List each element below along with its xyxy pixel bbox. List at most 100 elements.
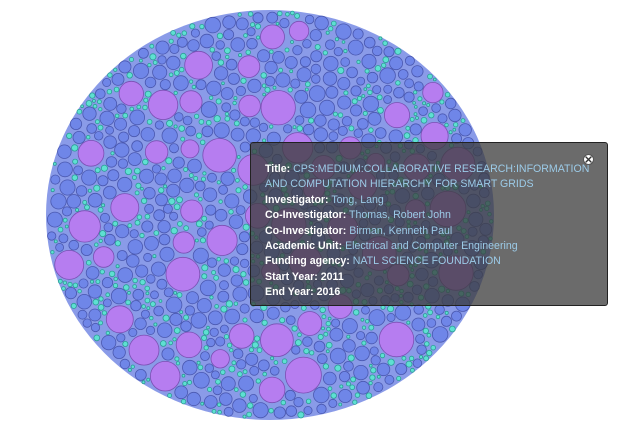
medium-bubble[interactable]	[337, 95, 352, 110]
small-bubble[interactable]	[338, 402, 343, 407]
small-bubble[interactable]	[166, 119, 174, 127]
small-bubble[interactable]	[216, 402, 222, 407]
small-bubble[interactable]	[401, 355, 407, 361]
medium-bubble[interactable]	[240, 258, 250, 268]
medium-bubble[interactable]	[146, 274, 156, 284]
medium-bubble[interactable]	[100, 212, 111, 223]
medium-bubble[interactable]	[207, 172, 217, 183]
small-bubble[interactable]	[269, 49, 274, 54]
medium-bubble[interactable]	[411, 65, 424, 78]
medium-bubble[interactable]	[72, 130, 86, 144]
small-bubble[interactable]	[225, 300, 233, 308]
small-bubble[interactable]	[420, 117, 428, 124]
small-bubble[interactable]	[403, 132, 411, 139]
small-bubble[interactable]	[448, 130, 453, 135]
small-bubble[interactable]	[396, 375, 402, 381]
medium-bubble[interactable]	[82, 318, 92, 328]
medium-bubble[interactable]	[369, 346, 379, 356]
small-bubble[interactable]	[95, 119, 100, 125]
medium-bubble[interactable]	[187, 39, 200, 52]
medium-bubble[interactable]	[194, 180, 206, 192]
medium-bubble[interactable]	[434, 304, 445, 315]
small-bubble[interactable]	[347, 354, 355, 362]
small-bubble[interactable]	[317, 333, 324, 340]
small-bubble[interactable]	[162, 314, 170, 322]
small-bubble[interactable]	[180, 136, 186, 142]
medium-bubble[interactable]	[150, 261, 166, 277]
medium-bubble[interactable]	[82, 106, 97, 121]
small-bubble[interactable]	[216, 32, 224, 40]
small-bubble[interactable]	[229, 348, 234, 353]
small-bubble[interactable]	[149, 53, 157, 61]
small-bubble[interactable]	[387, 305, 395, 313]
medium-bubble[interactable]	[249, 117, 260, 128]
small-bubble[interactable]	[439, 99, 445, 105]
small-bubble[interactable]	[337, 112, 344, 118]
medium-bubble[interactable]	[199, 279, 217, 297]
medium-bubble[interactable]	[310, 50, 323, 63]
small-bubble[interactable]	[85, 100, 93, 107]
medium-bubble[interactable]	[368, 309, 386, 327]
medium-bubble[interactable]	[249, 365, 260, 376]
small-bubble[interactable]	[209, 295, 214, 300]
medium-bubble[interactable]	[245, 352, 259, 366]
small-bubble[interactable]	[218, 199, 223, 204]
medium-bubble[interactable]	[314, 114, 327, 127]
medium-bubble[interactable]	[291, 345, 301, 355]
small-bubble[interactable]	[149, 43, 155, 49]
medium-bubble[interactable]	[176, 36, 188, 48]
medium-bubble[interactable]	[156, 278, 168, 290]
small-bubble[interactable]	[325, 341, 333, 349]
medium-bubble[interactable]	[228, 214, 244, 229]
small-bubble[interactable]	[427, 73, 433, 80]
small-bubble[interactable]	[365, 319, 370, 324]
small-bubble[interactable]	[304, 87, 309, 92]
medium-bubble[interactable]	[374, 127, 387, 139]
small-bubble[interactable]	[378, 36, 383, 41]
small-bubble[interactable]	[269, 124, 274, 129]
large-bubble[interactable]	[260, 24, 285, 50]
medium-bubble[interactable]	[341, 318, 358, 335]
small-bubble[interactable]	[352, 399, 358, 405]
medium-bubble[interactable]	[190, 28, 200, 38]
medium-bubble[interactable]	[343, 360, 354, 372]
small-bubble[interactable]	[95, 279, 101, 285]
medium-bubble[interactable]	[413, 304, 424, 315]
small-bubble[interactable]	[325, 320, 331, 327]
small-bubble[interactable]	[140, 187, 144, 191]
small-bubble[interactable]	[52, 161, 57, 166]
small-bubble[interactable]	[196, 360, 201, 365]
small-bubble[interactable]	[296, 125, 303, 132]
small-bubble[interactable]	[242, 279, 250, 286]
small-bubble[interactable]	[221, 81, 225, 86]
medium-bubble[interactable]	[239, 141, 251, 153]
medium-bubble[interactable]	[335, 23, 352, 40]
medium-bubble[interactable]	[220, 87, 234, 100]
small-bubble[interactable]	[214, 304, 219, 309]
medium-bubble[interactable]	[458, 123, 472, 137]
medium-bubble[interactable]	[127, 152, 142, 167]
small-bubble[interactable]	[173, 124, 178, 129]
small-bubble[interactable]	[64, 224, 69, 229]
small-bubble[interactable]	[130, 364, 135, 369]
medium-bubble[interactable]	[134, 317, 147, 330]
medium-bubble[interactable]	[144, 203, 155, 214]
medium-bubble[interactable]	[367, 111, 382, 126]
medium-bubble[interactable]	[137, 47, 149, 59]
small-bubble[interactable]	[261, 319, 268, 326]
medium-bubble[interactable]	[302, 39, 312, 49]
medium-bubble[interactable]	[101, 334, 117, 351]
small-bubble[interactable]	[254, 23, 261, 30]
medium-bubble[interactable]	[169, 211, 179, 221]
medium-bubble[interactable]	[275, 72, 291, 88]
small-bubble[interactable]	[72, 282, 79, 288]
small-bubble[interactable]	[305, 398, 312, 404]
medium-bubble[interactable]	[246, 27, 256, 37]
small-bubble[interactable]	[138, 58, 143, 63]
large-bubble[interactable]	[110, 193, 140, 223]
small-bubble[interactable]	[92, 99, 96, 103]
small-bubble[interactable]	[206, 325, 210, 330]
medium-bubble[interactable]	[210, 370, 220, 380]
medium-bubble[interactable]	[354, 345, 370, 362]
small-bubble[interactable]	[176, 292, 183, 298]
